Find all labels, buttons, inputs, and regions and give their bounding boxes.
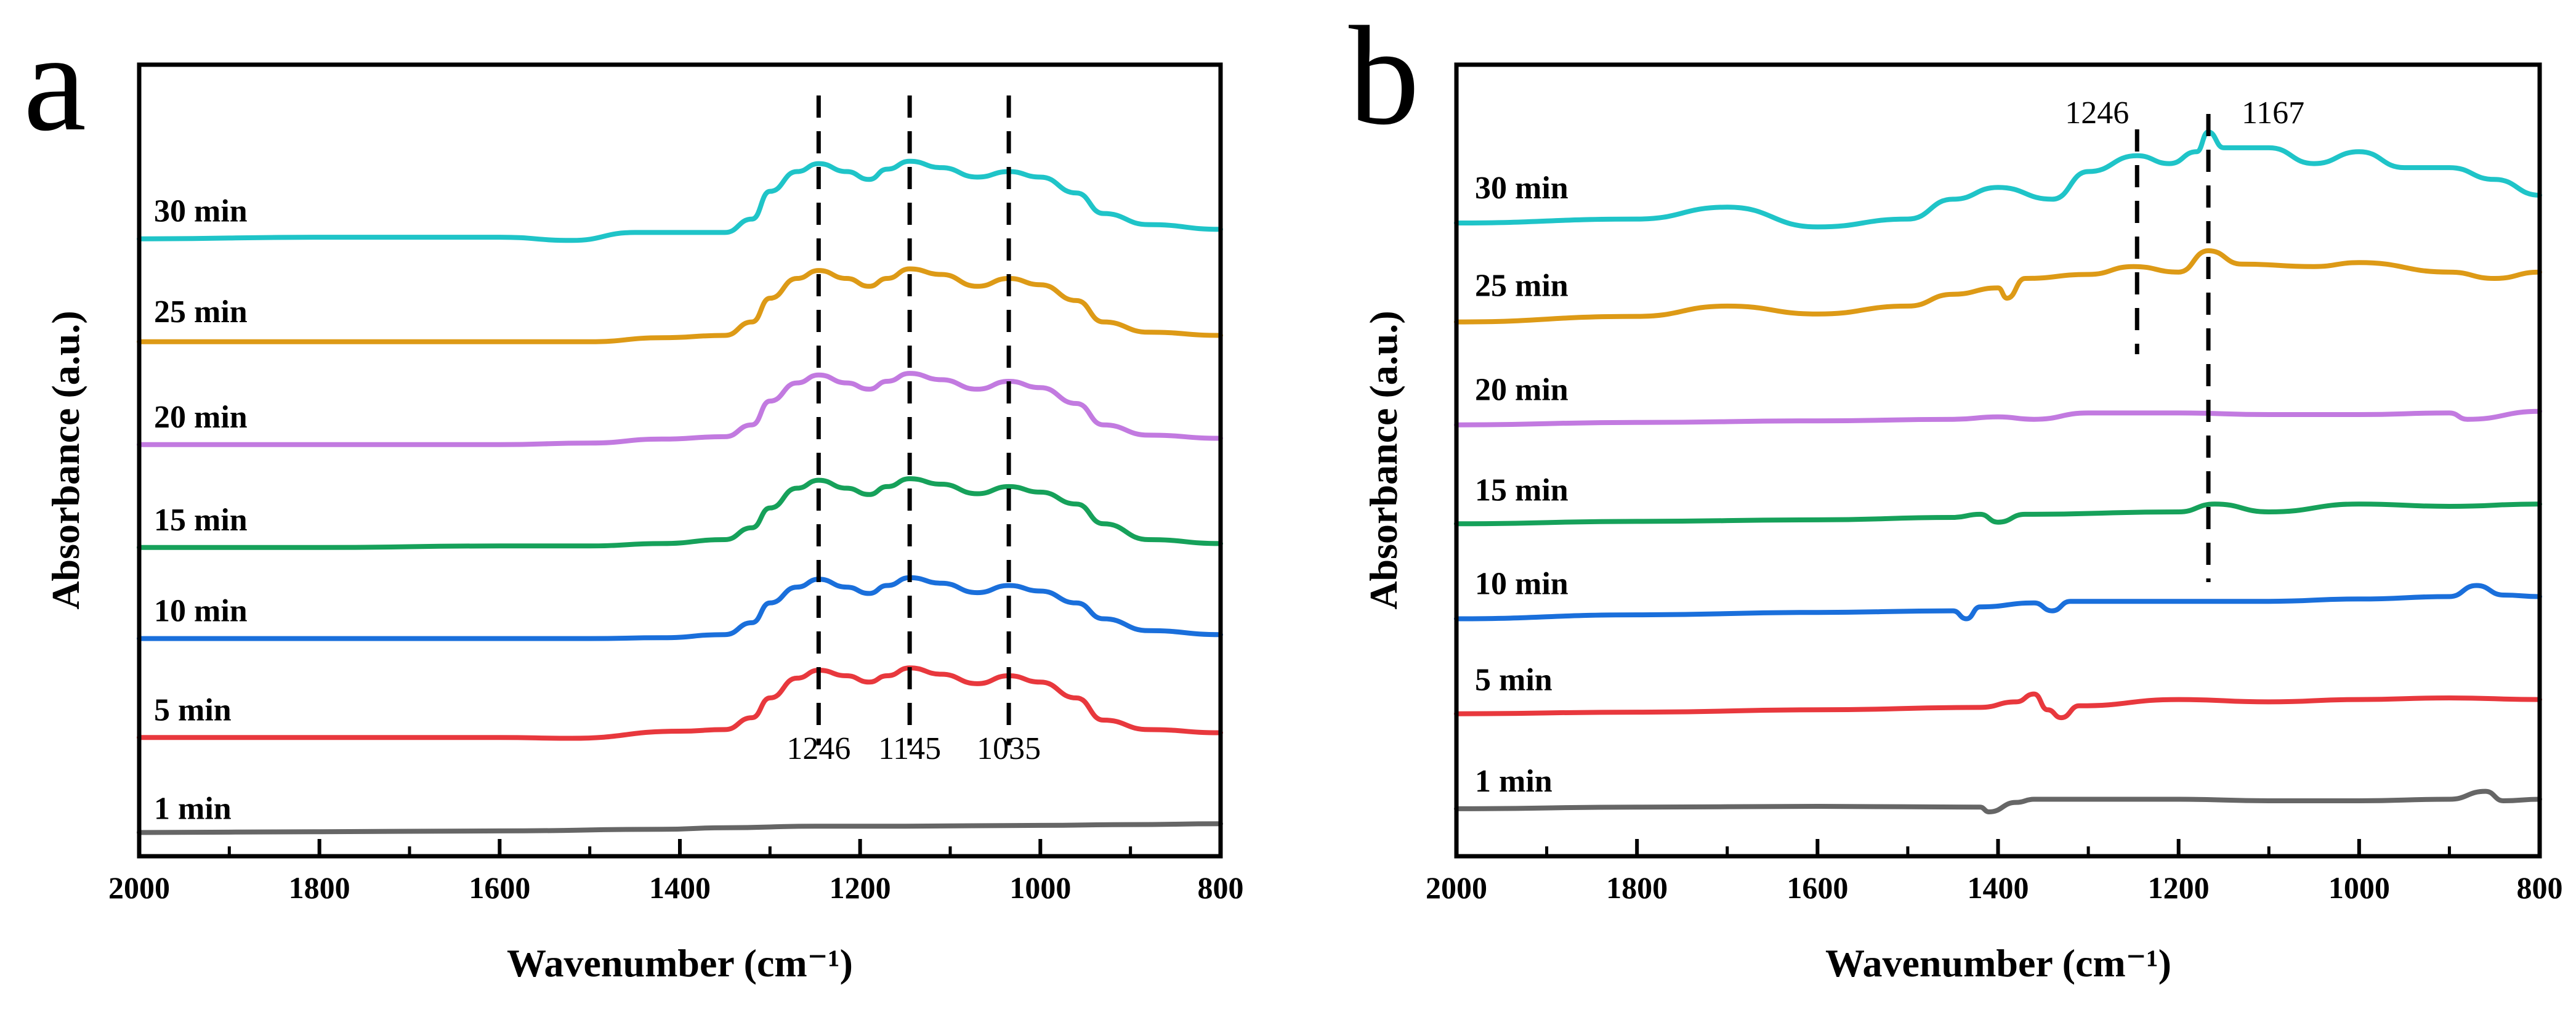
panel-b-series-label-10-min: 10 min bbox=[1475, 567, 1569, 602]
panel-b-series-line-10-min bbox=[1454, 583, 2542, 622]
panel-b-x-tick-label-1600: 1600 bbox=[1787, 870, 1848, 905]
panel-a-peak-label-1145: 1145 bbox=[878, 731, 941, 766]
panel-a-series-label-25-min: 25 min bbox=[154, 294, 248, 330]
panel-b-x-tick-label-1800: 1800 bbox=[1606, 870, 1668, 905]
panel-a-x-tick-label-2000: 2000 bbox=[108, 870, 170, 905]
panel-a-series-label-1-min: 1 min bbox=[154, 791, 232, 826]
panel-a-x-axis-title: Wavenumber (cm⁻¹) bbox=[507, 941, 853, 985]
panel-b: b 2000 1800 1600 1400 1200 1000 800 1 min 5 min 1… bbox=[1349, 0, 2563, 985]
panel-b-y-axis-title: Absorbance (a.u.) bbox=[1362, 310, 1405, 609]
panel-a-series-line-25-min bbox=[137, 266, 1223, 344]
panel-a-series-line-15-min bbox=[137, 476, 1223, 550]
panel-b-x-axis-title: Wavenumber (cm⁻¹) bbox=[1825, 941, 2171, 985]
panel-a-series-line-1-min bbox=[137, 821, 1223, 835]
panel-a-x-tick-label-1400: 1400 bbox=[649, 870, 711, 905]
panel-b-series-line-30-min bbox=[1454, 129, 2542, 230]
panel-a-series-label-5-min: 5 min bbox=[154, 692, 232, 727]
panel-b-peak-label-1167: 1167 bbox=[2242, 95, 2304, 131]
panel-a-series-line-20-min bbox=[137, 371, 1223, 447]
panel-a-peak-label-1035: 1035 bbox=[977, 731, 1041, 766]
panel-a-y-axis-title: Absorbance (a.u.) bbox=[44, 310, 87, 609]
panel-a-x-tick-label-1600: 1600 bbox=[469, 870, 530, 905]
panel-b-series-line-25-min bbox=[1454, 248, 2542, 325]
panel-b-series-line-15-min bbox=[1454, 501, 2542, 527]
panel-a-series-label-15-min: 15 min bbox=[154, 503, 248, 538]
panel-b-series-line-20-min bbox=[1454, 408, 2542, 428]
panel-b-x-tick-label-1400: 1400 bbox=[1968, 870, 2029, 905]
panel-a-x-tick-label-1000: 1000 bbox=[1009, 870, 1071, 905]
panel-b-plot-layer: 2000 1800 1600 1400 1200 1000 800 1 min 5 min 10 … bbox=[1426, 95, 2563, 905]
panel-a-series-label-10-min: 10 min bbox=[154, 594, 248, 629]
panel-b-x-tick-label-2000: 2000 bbox=[1426, 870, 1487, 905]
panel-b-peak-label-1246: 1246 bbox=[2065, 95, 2129, 131]
panel-a-x-tick-label-1800: 1800 bbox=[289, 870, 350, 905]
panel-a-x-tick-label-800: 800 bbox=[1198, 870, 1244, 905]
panel-a: a 2000 1800 1600 1400 1200 1000 800 1 min 5 min 1… bbox=[23, 3, 1244, 985]
panel-b-series-line-1-min bbox=[1454, 788, 2542, 814]
panel-b-x-tick-label-1000: 1000 bbox=[2328, 870, 2390, 905]
panel-b-series-label-25-min: 25 min bbox=[1475, 269, 1569, 304]
panel-a-series-line-5-min bbox=[137, 665, 1223, 741]
panel-a-series-label-20-min: 20 min bbox=[154, 400, 248, 435]
panel-a-plot-frame bbox=[137, 62, 1223, 859]
panel-b-plot-frame bbox=[1454, 62, 2542, 859]
panel-a-series-line-10-min bbox=[137, 575, 1223, 641]
panel-a-peak-label-1246: 1246 bbox=[786, 731, 850, 766]
panel-a-series-line-30-min bbox=[137, 158, 1223, 243]
panel-a-x-tick-label-1200: 1200 bbox=[830, 870, 891, 905]
panel-b-x-tick-label-800: 800 bbox=[2517, 870, 2563, 905]
panel-b-x-tick-label-1200: 1200 bbox=[2148, 870, 2210, 905]
panel-a-letter: a bbox=[23, 3, 86, 160]
panel-b-letter: b bbox=[1349, 0, 1419, 154]
panel-a-plot-layer: 2000 1800 1600 1400 1200 1000 800 1 min 5 min 10 … bbox=[108, 95, 1244, 905]
panel-b-series-line-5-min bbox=[1454, 691, 2542, 721]
panel-b-series-label-15-min: 15 min bbox=[1475, 472, 1569, 508]
panel-b-series-label-20-min: 20 min bbox=[1475, 373, 1569, 408]
panel-b-series-label-30-min: 30 min bbox=[1475, 171, 1569, 206]
panel-b-series-label-5-min: 5 min bbox=[1475, 663, 1552, 698]
panel-b-series-label-1-min: 1 min bbox=[1475, 764, 1552, 799]
panel-a-series-label-30-min: 30 min bbox=[154, 194, 248, 229]
